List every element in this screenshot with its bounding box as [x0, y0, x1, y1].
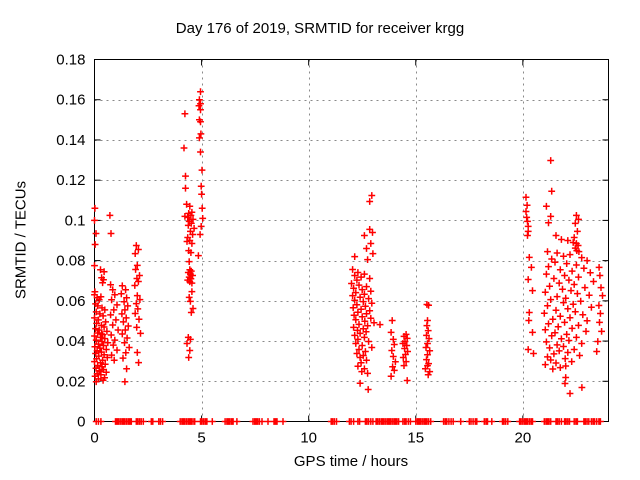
y-tick-label: 0.18: [56, 52, 85, 69]
plot-border: [94, 59, 609, 422]
x-tick-label: 20: [514, 430, 531, 447]
y-tick-label: 0.1: [65, 212, 86, 229]
x-tick-label: 0: [90, 430, 98, 447]
y-tick-label: 0.14: [56, 132, 85, 149]
x-tick-label: 10: [300, 430, 317, 447]
y-tick-label: 0.02: [56, 373, 85, 390]
y-tick-label: 0: [77, 414, 85, 431]
y-tick-label: 0.06: [56, 293, 85, 310]
y-axis-label: SRMTID / TECUs: [12, 180, 30, 300]
y-tick-label: 0.12: [56, 172, 85, 189]
y-tick-label: 0.16: [56, 92, 85, 109]
y-tick-label: 0.08: [56, 253, 85, 270]
chart-title: Day 176 of 2019, SRMTID for receiver krg…: [175, 20, 465, 37]
data-points: [91, 88, 606, 397]
x-tick-label: 5: [197, 430, 205, 447]
baseline-points: [92, 418, 604, 425]
x-tick-label: 15: [407, 430, 424, 447]
x-axis-label: GPS time / hours: [293, 453, 409, 470]
y-tick-label: 0.04: [56, 333, 85, 350]
